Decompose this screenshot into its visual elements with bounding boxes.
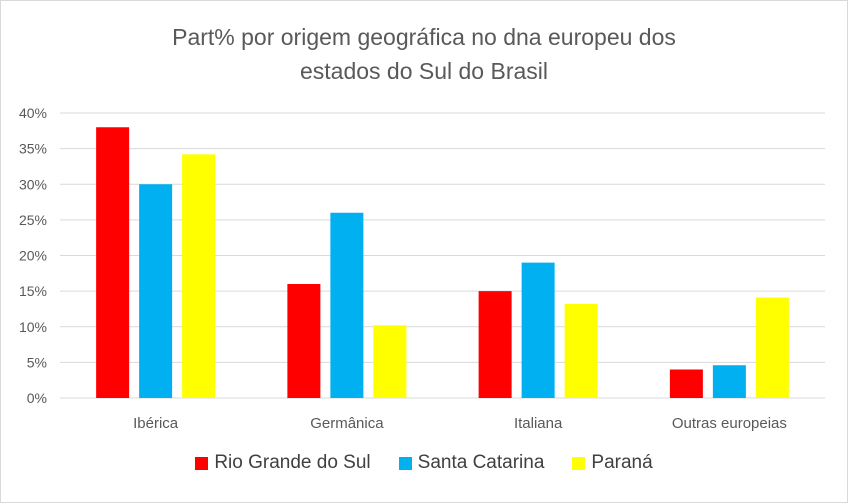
- bar-rio-grande-do-sul: [669, 369, 703, 398]
- chart-title: Part% por origem geográfica no dna europ…: [0, 20, 848, 88]
- y-tick-label: 20%: [19, 248, 47, 264]
- y-tick-label: 35%: [19, 141, 47, 157]
- y-tick-label: 5%: [27, 354, 47, 370]
- bar-rio-grande-do-sul: [96, 127, 130, 398]
- legend-label-rio-grande-do-sul: Rio Grande do Sul: [214, 452, 371, 473]
- x-tick-label: Outras europeias: [672, 415, 787, 432]
- x-tick-label: Germânica: [310, 415, 384, 432]
- legend-swatch-rio-grande-do-sul: [195, 456, 209, 470]
- y-tick-label: 25%: [19, 212, 47, 228]
- y-tick-label: 40%: [19, 105, 47, 121]
- chart-title-line-1: Part% por origem geográfica no dna europ…: [172, 24, 676, 50]
- chart-legend: Rio Grande do Sul Santa Catarina Paraná: [0, 452, 848, 474]
- x-tick-label: Ibérica: [133, 415, 179, 432]
- bar-santa-catarina: [330, 212, 364, 398]
- legend-item-santa-catarina: Santa Catarina: [398, 452, 545, 474]
- bar-santa-catarina: [139, 184, 173, 398]
- x-tick-label: Italiana: [514, 415, 563, 432]
- legend-item-rio-grande-do-sul: Rio Grande do Sul: [195, 452, 371, 474]
- y-tick-label: 15%: [19, 283, 47, 299]
- chart-title-line-2: estados do Sul do Brasil: [299, 58, 549, 84]
- legend-label-santa-catarina: Santa Catarina: [417, 452, 545, 473]
- bar-paran-: [182, 154, 216, 398]
- y-tick-label: 10%: [19, 319, 47, 335]
- y-tick-label: 30%: [19, 176, 47, 192]
- legend-swatch-santa-catarina: [398, 456, 412, 470]
- legend-item-parana: Paraná: [572, 452, 653, 474]
- bar-paran-: [373, 325, 407, 398]
- bar-paran-: [755, 297, 789, 398]
- legend-label-parana: Paraná: [591, 452, 653, 473]
- legend-swatch-parana: [572, 456, 586, 470]
- bar-santa-catarina: [521, 262, 555, 398]
- y-tick-label: 0%: [27, 390, 47, 406]
- bar-rio-grande-do-sul: [287, 284, 321, 398]
- bar-santa-catarina: [712, 365, 746, 398]
- bar-rio-grande-do-sul: [478, 291, 512, 398]
- bar-paran-: [564, 303, 598, 398]
